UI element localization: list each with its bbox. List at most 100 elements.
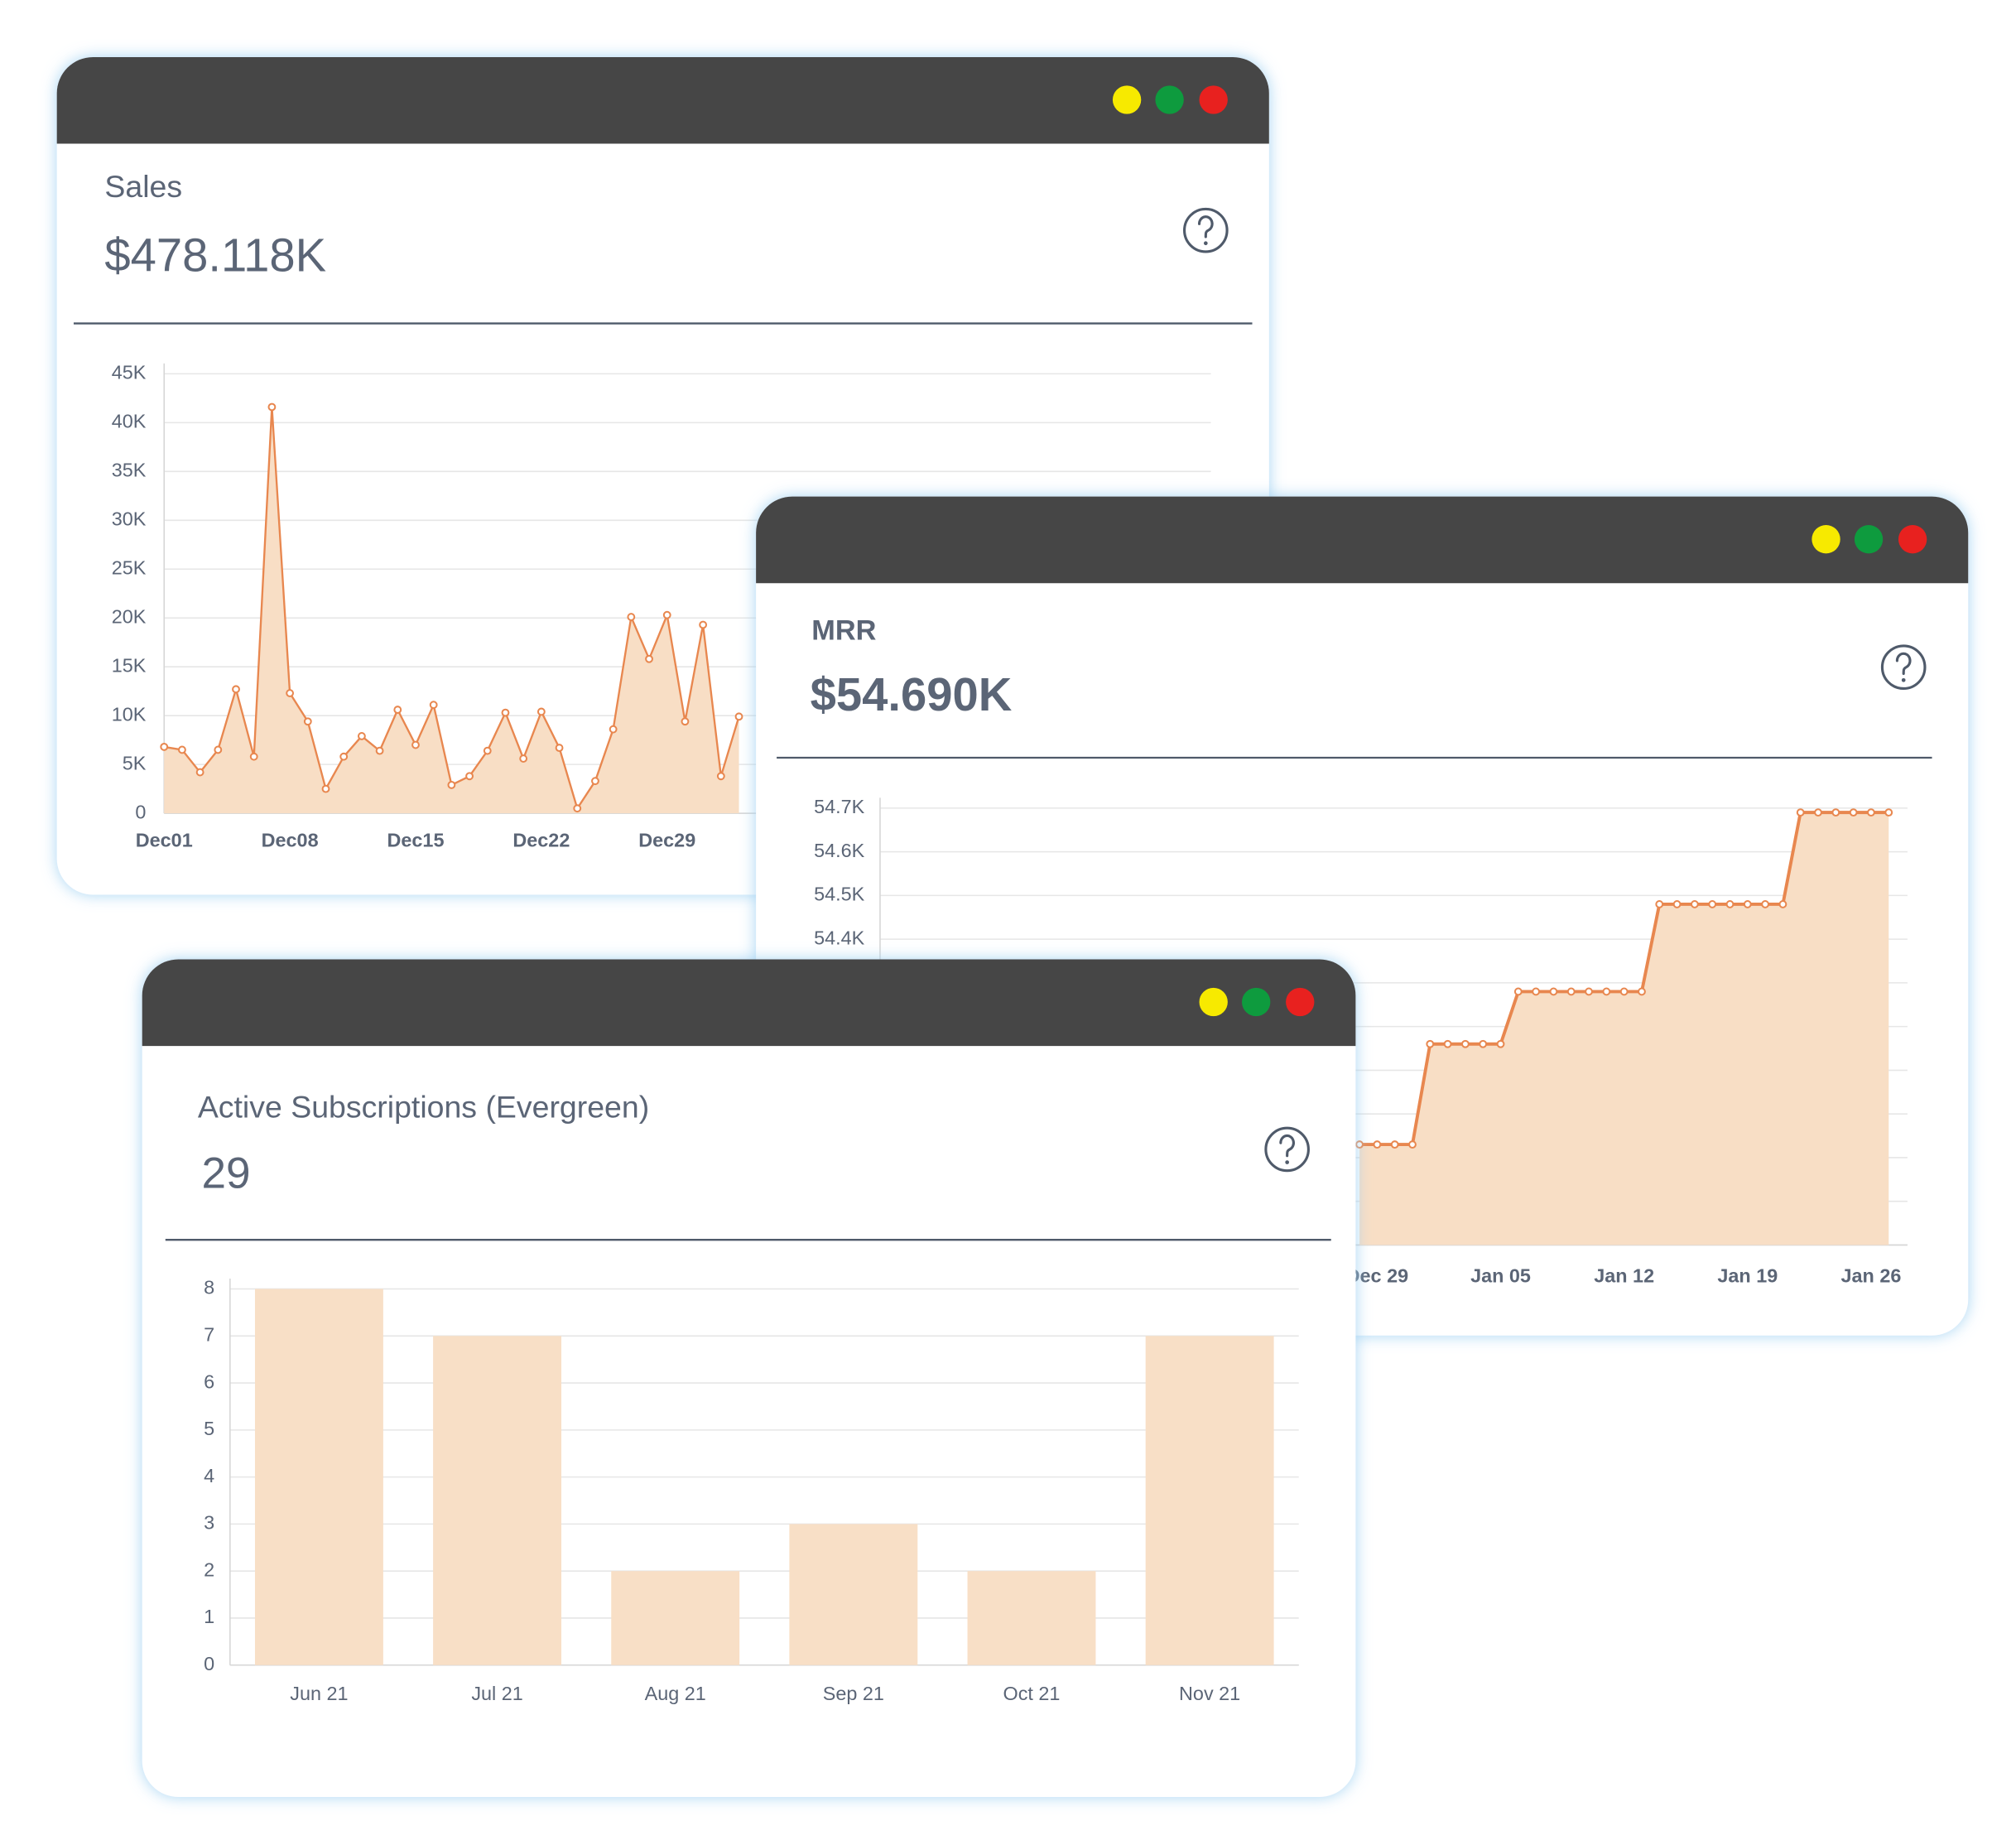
- bar: [611, 1571, 740, 1665]
- window: Active Subscriptions (Evergreen) 29 0 1 2 3 4 5…: [142, 959, 1356, 1797]
- point: [465, 772, 474, 781]
- point: [1373, 1140, 1382, 1149]
- x-tick-label: Aug 21: [645, 1683, 706, 1704]
- point: [1460, 1039, 1470, 1048]
- point: [1867, 808, 1875, 817]
- y-tick-label: 2: [204, 1558, 214, 1580]
- help-icon: [1264, 1126, 1310, 1173]
- card-title: Active Subscriptions (Evergreen): [198, 1089, 649, 1124]
- y-tick-label: 54.4K: [814, 927, 865, 948]
- point: [375, 746, 384, 755]
- point: [1408, 1140, 1417, 1149]
- y-tick-label: 3: [204, 1512, 214, 1534]
- point: [1549, 987, 1558, 996]
- help-glyph: [1197, 215, 1214, 238]
- point: [519, 754, 528, 763]
- window-control: [1199, 85, 1228, 114]
- help-icon: [1880, 644, 1927, 691]
- card-title: Sales: [104, 169, 182, 204]
- y-tick-label: 54.5K: [814, 884, 865, 905]
- point: [393, 706, 402, 715]
- y-tick-label: 1: [204, 1606, 214, 1627]
- y-tick-label: 8: [204, 1277, 214, 1298]
- point: [214, 745, 223, 754]
- card-value: 29: [202, 1149, 251, 1198]
- point: [1619, 987, 1629, 996]
- window-control: [1854, 525, 1884, 554]
- point: [1796, 808, 1805, 817]
- point: [303, 717, 312, 726]
- point: [267, 402, 277, 412]
- point: [1479, 1039, 1488, 1048]
- point: [1513, 987, 1523, 996]
- area: [1359, 812, 1889, 1245]
- point: [339, 752, 349, 761]
- point: [357, 732, 366, 740]
- point: [609, 725, 618, 734]
- point: [1638, 987, 1646, 996]
- x-tick-label: Jan 19: [1717, 1265, 1778, 1287]
- title-bar: [142, 959, 1356, 1047]
- y-tick-label: 5K: [123, 752, 147, 773]
- point: [160, 742, 169, 751]
- point: [1778, 900, 1787, 908]
- point: [178, 745, 186, 754]
- point: [681, 717, 690, 726]
- window-control: [1112, 85, 1142, 114]
- help-glyph: [1279, 1134, 1295, 1158]
- y-tick-label: 0: [204, 1653, 214, 1674]
- help-dot: [1901, 677, 1906, 682]
- y-tick-label: 54.6K: [814, 840, 865, 861]
- bar: [967, 1571, 1096, 1665]
- help-icon: [1183, 207, 1229, 253]
- y-tick-label: 35K: [112, 460, 147, 481]
- y-tick-label: 7: [204, 1323, 214, 1345]
- help-dot: [1203, 241, 1208, 246]
- point: [411, 740, 420, 749]
- x-tick-label: Oct 21: [1003, 1683, 1061, 1704]
- point: [321, 784, 330, 793]
- point: [1884, 808, 1893, 817]
- y-tick-label: 6: [204, 1371, 214, 1392]
- point: [1585, 987, 1593, 996]
- x-tick-label: Jan 26: [1841, 1265, 1902, 1287]
- y-tick-label: 5: [204, 1418, 214, 1439]
- point: [1355, 1140, 1364, 1149]
- title-bar: [56, 56, 1269, 144]
- point: [573, 804, 582, 813]
- help-glyph: [1895, 652, 1912, 676]
- window-control: [1242, 987, 1271, 1017]
- point: [699, 620, 708, 629]
- point: [1743, 900, 1752, 908]
- point: [1443, 1039, 1452, 1048]
- x-tick-label: Jun 21: [290, 1683, 348, 1704]
- point: [645, 654, 653, 663]
- x-tick-label: Dec01: [136, 830, 193, 851]
- point: [195, 768, 204, 777]
- area: [164, 407, 739, 814]
- y-tick-label: 25K: [112, 556, 147, 578]
- x-tick-label: Jan 12: [1594, 1265, 1654, 1287]
- point: [1672, 900, 1682, 908]
- x-tick-label: Sep 21: [823, 1683, 884, 1704]
- x-tick-label: Dec08: [262, 830, 319, 851]
- y-tick-label: 10K: [112, 703, 147, 725]
- card-value: $54.690K: [811, 668, 1013, 720]
- point: [1566, 987, 1576, 996]
- x-tick-label: Dec29: [638, 830, 695, 851]
- x-tick-label: Dec15: [387, 830, 444, 851]
- y-tick-label: 54.7K: [814, 796, 865, 817]
- point: [662, 610, 671, 619]
- x-tick-label: Nov 21: [1179, 1683, 1240, 1704]
- point: [429, 701, 438, 710]
- y-tick-label: 30K: [112, 508, 147, 529]
- bar: [433, 1336, 562, 1665]
- y-tick-label: 40K: [112, 411, 147, 432]
- point: [447, 780, 456, 789]
- point: [483, 746, 492, 755]
- y-tick-label: 20K: [112, 605, 147, 627]
- y-tick-label: 45K: [112, 362, 147, 383]
- title-bar: [756, 496, 1969, 584]
- window-control: [1286, 987, 1315, 1017]
